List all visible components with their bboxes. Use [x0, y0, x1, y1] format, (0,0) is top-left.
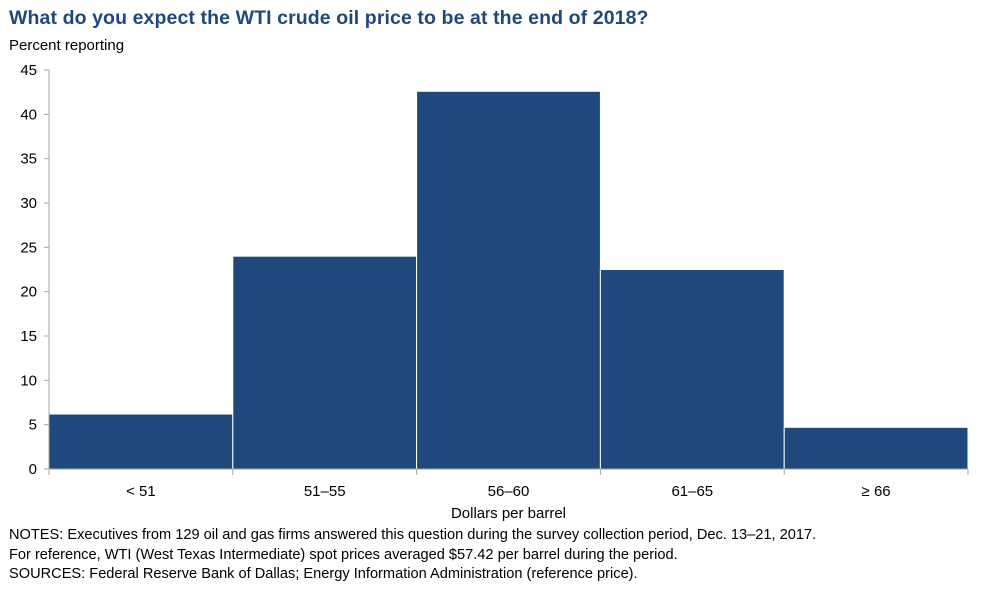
y-tick-label-0: 0 — [29, 461, 37, 478]
bar-1 — [232, 255, 418, 470]
y-tick-label-1: 5 — [29, 417, 37, 434]
x-tick-label-0: < 51 — [126, 483, 156, 500]
y-axis: 0 5 10 15 20 25 30 35 40 45 — [20, 62, 50, 478]
y-axis-label: Percent reporting — [9, 37, 125, 54]
y-tick-label-2: 10 — [20, 372, 37, 389]
x-tick-label-4: ≥ 66 — [862, 483, 891, 500]
bar-0 — [48, 413, 234, 470]
x-axis-label: Dollars per barrel — [451, 505, 566, 522]
sources-line: SOURCES: Federal Reserve Bank of Dallas;… — [9, 566, 638, 582]
notes-line-2: For reference, WTI (West Texas Intermedi… — [9, 546, 678, 563]
y-tick-label-6: 30 — [20, 195, 37, 212]
bars-group — [48, 90, 969, 470]
bar-4 — [783, 426, 969, 470]
x-tick-label-1: 51–55 — [304, 483, 346, 500]
y-tick-label-8: 40 — [20, 106, 37, 123]
x-axis: < 51 51–55 56–60 61–65 ≥ 66 — [48, 468, 969, 500]
y-tick-label-4: 20 — [20, 284, 37, 301]
bar-2 — [416, 90, 601, 470]
y-tick-label-3: 15 — [20, 328, 37, 345]
y-tick-label-7: 35 — [20, 151, 37, 168]
x-tick-label-3: 61–65 — [671, 483, 713, 500]
chart-title: What do you expect the WTI crude oil pri… — [9, 7, 649, 29]
notes-block: NOTES: Executives from 129 oil and gas f… — [9, 526, 816, 585]
x-tick-label-2: 56–60 — [488, 483, 530, 500]
notes-line-1: NOTES: Executives from 129 oil and gas f… — [9, 527, 817, 543]
y-tick-label-9: 45 — [20, 62, 37, 79]
bar-3 — [599, 269, 785, 470]
y-tick-label-5: 25 — [20, 239, 37, 256]
